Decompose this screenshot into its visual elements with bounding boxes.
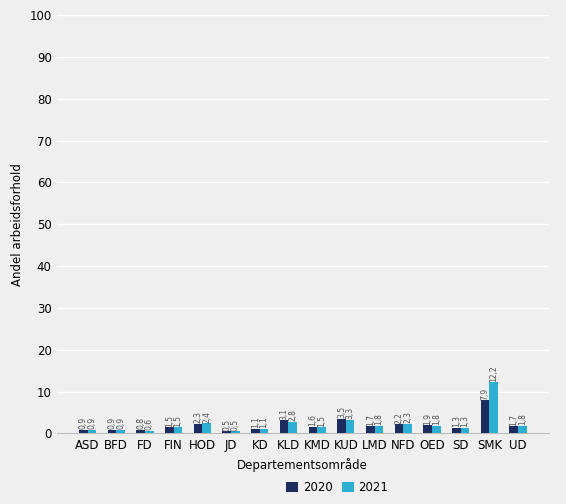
Text: 1,5: 1,5 [174, 414, 182, 426]
Text: 1,5: 1,5 [317, 414, 326, 426]
Bar [260, 429, 268, 433]
Bar [116, 430, 125, 433]
Text: 2,2: 2,2 [395, 412, 404, 423]
Text: 2,4: 2,4 [202, 411, 211, 423]
Bar [518, 426, 526, 433]
Text: 1,1: 1,1 [251, 416, 260, 428]
Bar [481, 400, 490, 433]
Bar [222, 431, 231, 433]
Text: 1,8: 1,8 [432, 413, 441, 425]
Bar [346, 420, 354, 433]
Bar [337, 419, 346, 433]
Text: 3,3: 3,3 [346, 407, 355, 419]
Bar [423, 425, 432, 433]
Bar [136, 430, 145, 433]
Bar [88, 430, 96, 433]
Text: 2,3: 2,3 [403, 411, 412, 423]
Text: 1,7: 1,7 [366, 414, 375, 426]
Text: 0,9: 0,9 [87, 417, 96, 429]
Bar [194, 424, 203, 433]
Bar [108, 430, 116, 433]
Bar [509, 426, 518, 433]
Text: 0,5: 0,5 [222, 419, 231, 431]
Bar [395, 424, 403, 433]
Bar [79, 430, 88, 433]
Bar [375, 426, 383, 433]
Bar [280, 420, 289, 433]
Text: 3,5: 3,5 [337, 406, 346, 418]
Text: 12,2: 12,2 [489, 365, 498, 382]
Bar [461, 428, 469, 433]
Bar [174, 427, 182, 433]
Bar [490, 383, 498, 433]
Text: 1,1: 1,1 [260, 416, 269, 428]
Text: 1,6: 1,6 [308, 414, 318, 426]
Text: 1,9: 1,9 [423, 413, 432, 425]
Bar [432, 426, 440, 433]
Text: 1,3: 1,3 [452, 415, 461, 427]
Bar [203, 423, 211, 433]
Bar [366, 426, 375, 433]
Bar [289, 422, 297, 433]
Text: 1,8: 1,8 [518, 413, 527, 425]
Text: 1,8: 1,8 [374, 413, 383, 425]
Bar [251, 429, 260, 433]
Text: 1,5: 1,5 [165, 414, 174, 426]
X-axis label: Departementsområde: Departementsområde [237, 458, 368, 472]
Text: 2,8: 2,8 [288, 409, 297, 421]
Bar [308, 427, 317, 433]
Legend: 2020, 2021: 2020, 2021 [281, 476, 393, 498]
Bar [317, 427, 326, 433]
Text: 0,6: 0,6 [145, 418, 154, 430]
Text: 1,3: 1,3 [461, 415, 469, 427]
Text: 1,7: 1,7 [509, 414, 518, 426]
Text: 0,9: 0,9 [108, 417, 117, 429]
Text: 2,3: 2,3 [194, 411, 203, 423]
Y-axis label: Andel arbeidsforhold: Andel arbeidsforhold [11, 163, 24, 286]
Text: 7,9: 7,9 [481, 388, 490, 400]
Bar [403, 424, 412, 433]
Text: 0,9: 0,9 [116, 417, 125, 429]
Text: 3,1: 3,1 [280, 408, 289, 420]
Text: 0,9: 0,9 [79, 417, 88, 429]
Text: 0,5: 0,5 [231, 419, 240, 431]
Bar [452, 428, 461, 433]
Text: 0,8: 0,8 [136, 417, 145, 429]
Bar [165, 427, 174, 433]
Bar [231, 431, 239, 433]
Bar [145, 431, 153, 433]
